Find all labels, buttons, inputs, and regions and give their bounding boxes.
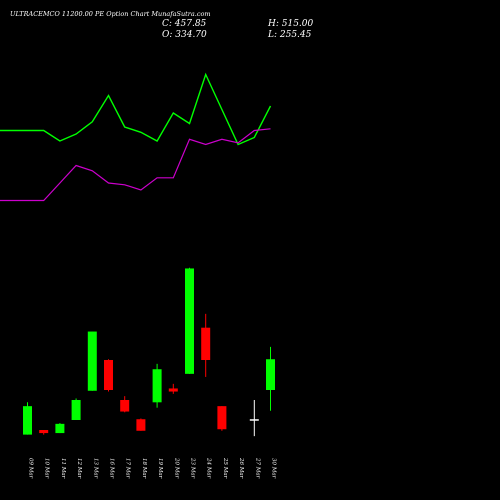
- candle: [249, 400, 259, 437]
- x-tick-label: 26 Mar: [238, 457, 244, 479]
- close-value: C: 457.85: [162, 19, 207, 29]
- x-tick-label: 19 Mar: [157, 458, 163, 479]
- x-tick-label: 25 Mar: [222, 457, 228, 479]
- open-value: O: 334.70: [162, 30, 207, 40]
- candle: [266, 346, 275, 411]
- candle-body: [249, 419, 259, 421]
- candle-body: [87, 331, 97, 391]
- candle: [136, 418, 146, 431]
- x-tick-label: 17 Mar: [125, 458, 131, 479]
- candle: [55, 423, 65, 434]
- candle: [23, 402, 32, 435]
- candlesticks: [23, 267, 275, 437]
- candle-body: [55, 423, 65, 434]
- candle: [104, 359, 113, 392]
- candle-body: [120, 400, 130, 412]
- candle-body: [168, 388, 178, 392]
- x-axis-ticks: 09 Mar 10 Mar 11 Mar 12 Mar 13 Mar 16 Mar 17 M…: [28, 457, 277, 479]
- x-tick-label: 20 Mar: [173, 457, 179, 479]
- x-tick-label: 09 Mar: [28, 458, 34, 479]
- low-value: L: 255.45: [267, 30, 312, 40]
- indicator-line-1: [0, 72, 272, 146]
- candle: [168, 383, 178, 394]
- x-tick-label: 11 Mar: [60, 458, 66, 479]
- candle: [201, 313, 211, 377]
- x-tick-label: 18 Mar: [141, 458, 147, 479]
- x-tick-label: 23 Mar: [190, 457, 196, 479]
- x-tick-label: 12 Mar: [76, 458, 82, 479]
- x-tick-label: 27 Mar: [254, 457, 260, 479]
- candle-body: [217, 406, 227, 430]
- x-tick-label: 30 Mar: [271, 458, 277, 479]
- candle: [217, 406, 227, 431]
- high-value: H: 515.00: [267, 19, 314, 29]
- candle-body: [136, 419, 146, 431]
- indicator-line-2: [0, 128, 271, 202]
- candle-body: [104, 360, 113, 390]
- candle: [120, 396, 130, 413]
- x-tick-label: 13 Mar: [92, 458, 98, 479]
- x-tick-label: 24 Mar: [206, 457, 212, 479]
- candle: [39, 430, 49, 435]
- candle: [71, 398, 81, 420]
- chart-title: ULTRACEMCO 11200.00 PE Option Chart Muna…: [10, 10, 211, 18]
- candle: [87, 331, 97, 391]
- x-tick-label: 10 Mar: [44, 458, 50, 479]
- candle: [185, 267, 194, 374]
- candle-body: [23, 406, 32, 435]
- candle-body: [185, 268, 194, 374]
- candle-body: [71, 400, 81, 420]
- indicator-lines: [0, 72, 272, 202]
- candle-body: [39, 430, 49, 434]
- candle: [152, 363, 162, 408]
- candle-body: [266, 359, 275, 390]
- candle-body: [152, 369, 162, 403]
- candle-body: [201, 327, 211, 360]
- x-tick-label: 16 Mar: [109, 458, 115, 479]
